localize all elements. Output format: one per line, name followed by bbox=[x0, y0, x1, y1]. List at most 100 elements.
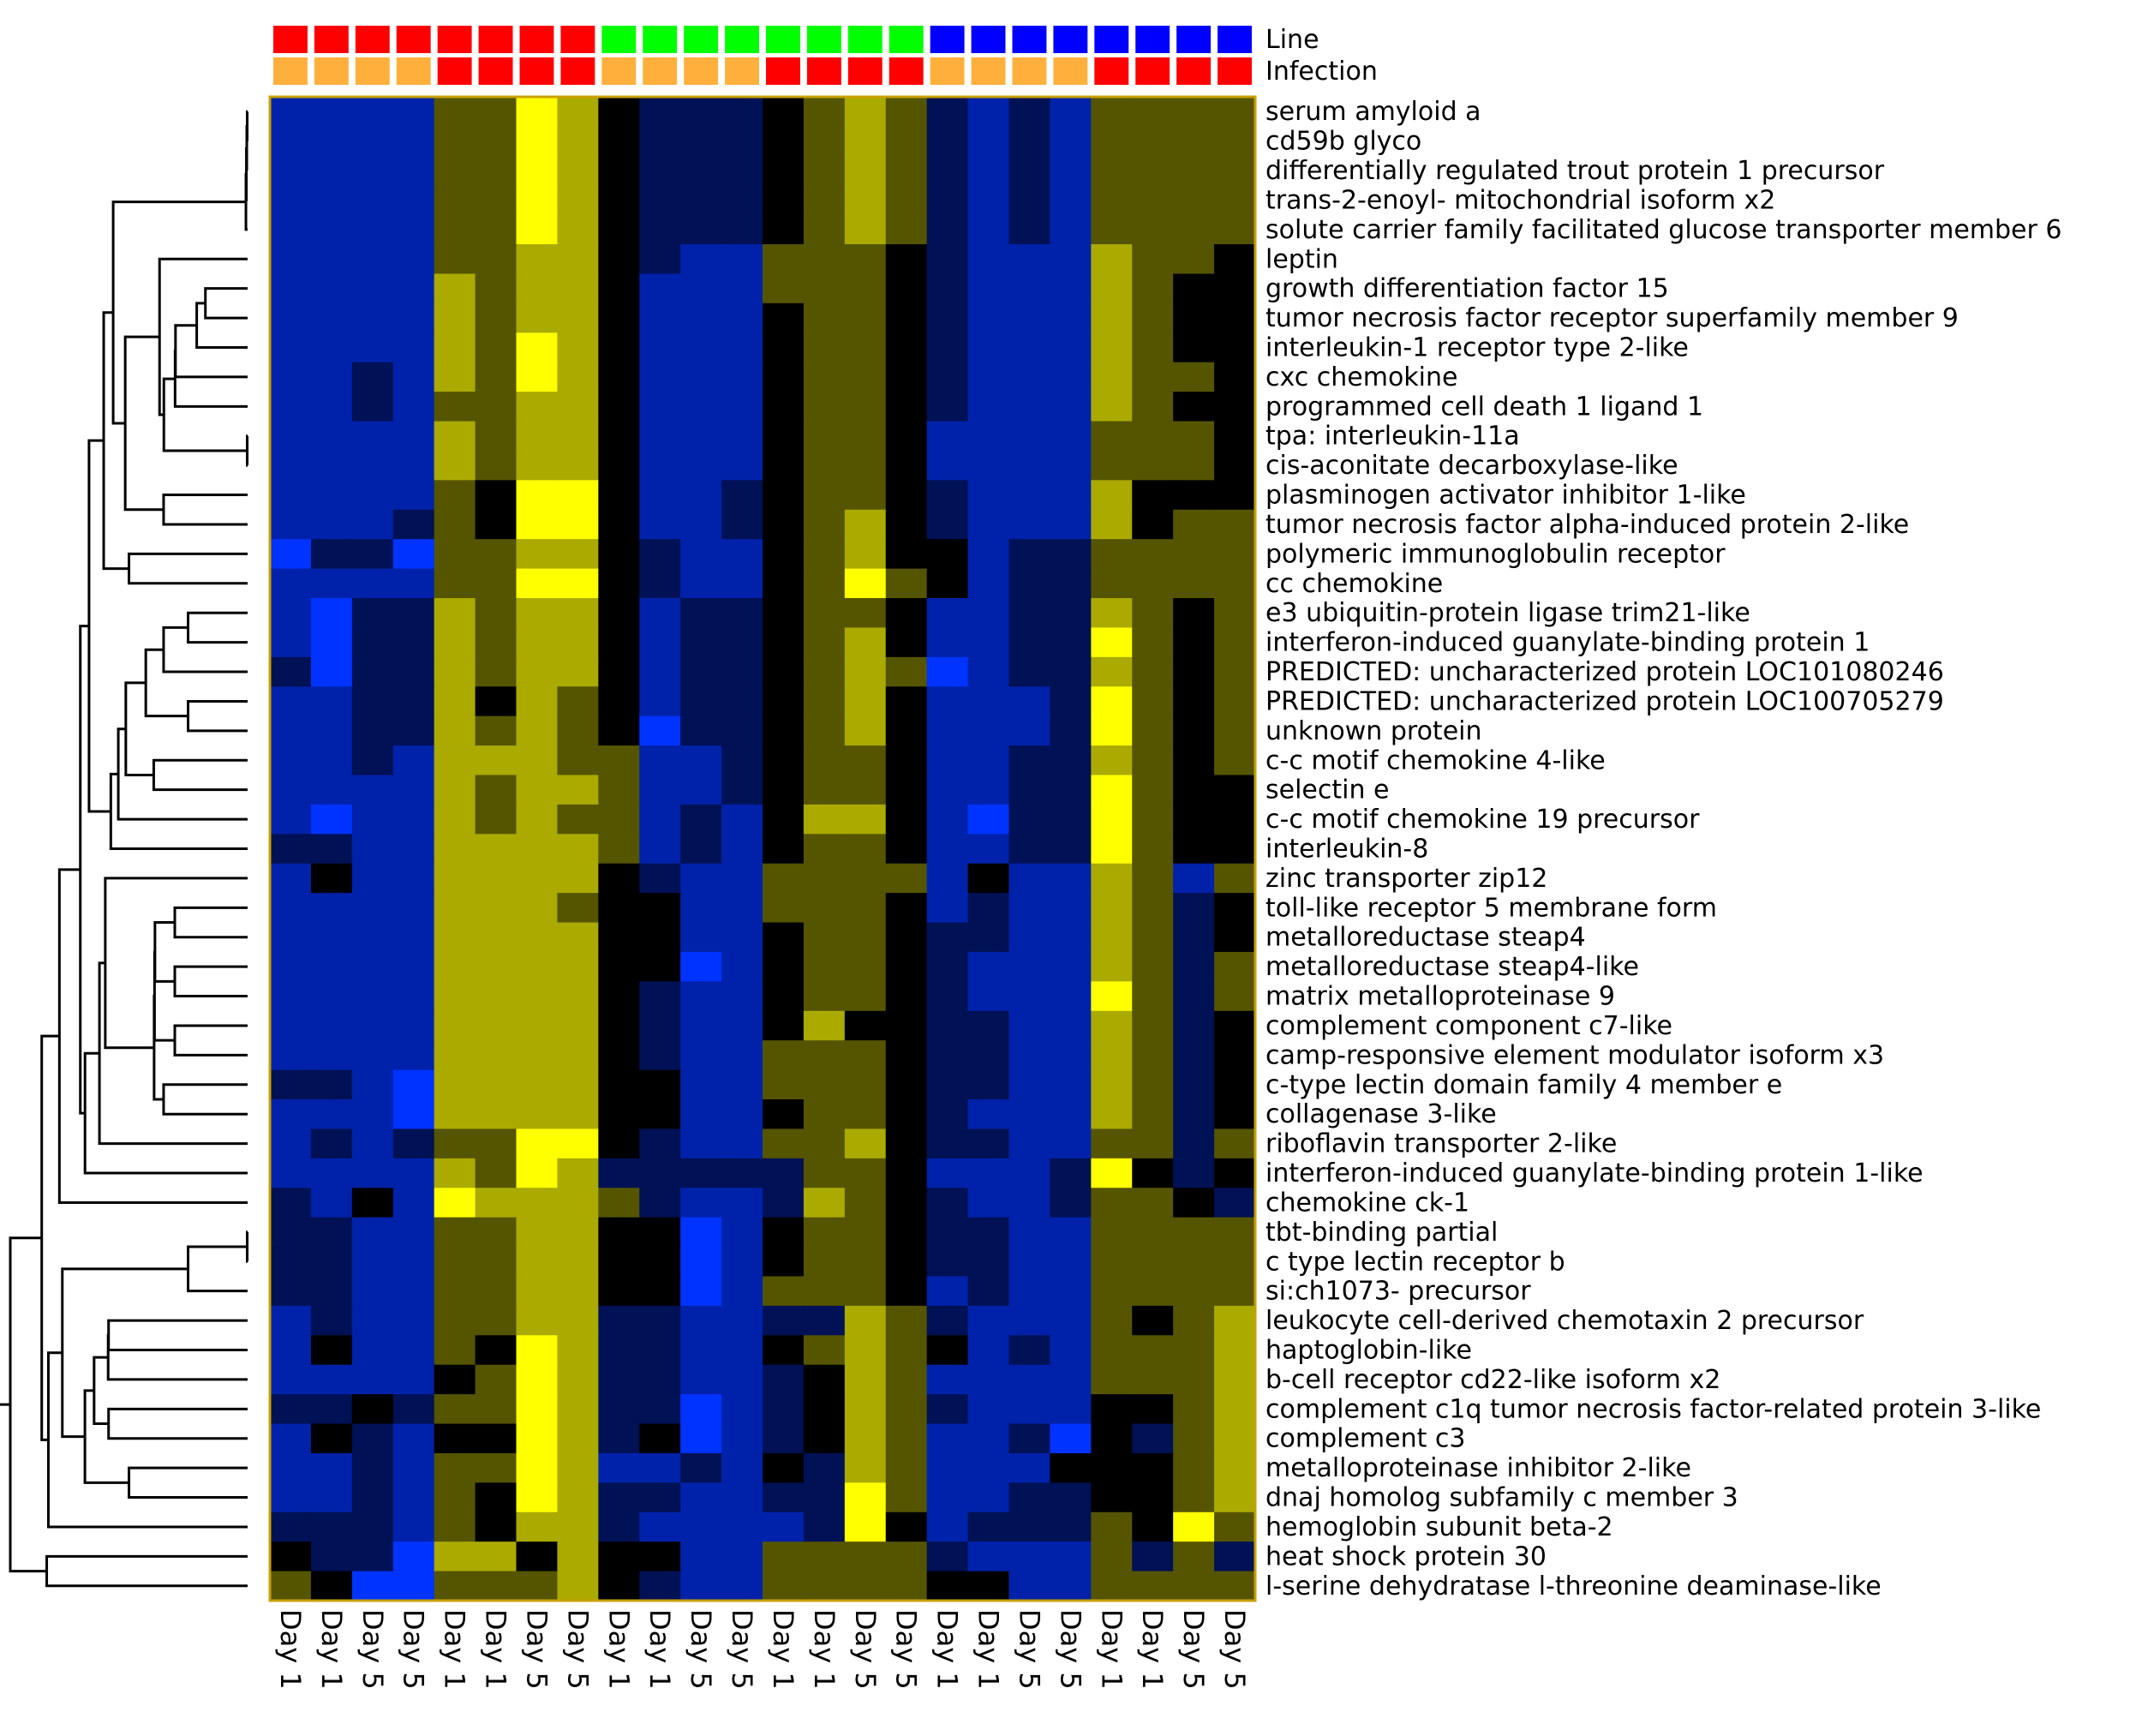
heatmap-cell bbox=[803, 97, 846, 128]
heatmap-cell bbox=[763, 627, 805, 658]
row-label: interleukin-1 receptor type 2-like bbox=[1265, 333, 1689, 363]
heatmap-cell bbox=[803, 1217, 846, 1248]
heatmap-cell bbox=[270, 539, 312, 570]
heatmap-cell bbox=[1050, 509, 1092, 540]
heatmap-cell bbox=[1008, 1452, 1051, 1483]
heatmap-cell bbox=[270, 715, 312, 746]
heatmap-cell bbox=[885, 1394, 928, 1425]
heatmap-cell bbox=[926, 686, 969, 717]
heatmap-cell bbox=[475, 1247, 518, 1278]
heatmap-cell bbox=[639, 302, 681, 333]
heatmap-cell bbox=[844, 863, 887, 894]
heatmap-cell bbox=[557, 155, 599, 186]
heatmap-cell bbox=[639, 1188, 681, 1218]
heatmap-cell bbox=[392, 126, 435, 157]
heatmap-cell bbox=[844, 450, 887, 481]
row-label: b-cell receptor cd22-like isoform x2 bbox=[1265, 1365, 1720, 1395]
heatmap-cell bbox=[926, 1364, 969, 1395]
heatmap-cell bbox=[1214, 1128, 1256, 1159]
heatmap-cell bbox=[844, 1276, 887, 1307]
heatmap-cell bbox=[434, 951, 476, 982]
heatmap-cell bbox=[475, 775, 518, 805]
heatmap-cell bbox=[763, 1276, 805, 1307]
heatmap-cell bbox=[598, 392, 640, 422]
track-swatch-infection bbox=[847, 57, 883, 85]
heatmap-cell bbox=[803, 775, 846, 805]
heatmap-cell bbox=[598, 273, 640, 304]
heatmap-cell bbox=[557, 981, 599, 1012]
heatmap-cell bbox=[270, 656, 312, 687]
heatmap-cell bbox=[475, 1305, 518, 1336]
heatmap-cell bbox=[967, 332, 1010, 363]
heatmap-cell bbox=[1132, 1364, 1174, 1395]
heatmap-cell bbox=[434, 1276, 476, 1307]
heatmap-cell bbox=[1132, 421, 1174, 452]
heatmap-cell bbox=[1132, 1188, 1174, 1218]
row-label: PREDICTED: uncharacterized protein LOC10… bbox=[1265, 657, 1944, 687]
heatmap-cell bbox=[926, 922, 969, 953]
heatmap-cell bbox=[721, 1217, 763, 1248]
heatmap-cell bbox=[844, 922, 887, 953]
heatmap-cell bbox=[763, 568, 805, 599]
heatmap-cell bbox=[270, 1541, 312, 1572]
heatmap-cell bbox=[1214, 1364, 1256, 1395]
row-label: serum amyloid a bbox=[1265, 97, 1481, 127]
heatmap-cell bbox=[885, 656, 928, 687]
dendrogram-branch bbox=[173, 906, 248, 939]
heatmap-cell bbox=[351, 421, 394, 452]
heatmap-cell bbox=[763, 598, 805, 629]
heatmap-cell bbox=[721, 1452, 763, 1483]
heatmap-cell bbox=[557, 539, 599, 570]
heatmap-cell bbox=[680, 302, 722, 333]
row-label: e3 ubiquitin-protein ligase trim21-like bbox=[1265, 598, 1750, 628]
heatmap-cell bbox=[639, 715, 681, 746]
heatmap-cell bbox=[885, 1452, 928, 1483]
heatmap-cell bbox=[1050, 1040, 1092, 1071]
heatmap-cell bbox=[392, 981, 435, 1012]
track-swatch-line bbox=[273, 26, 308, 53]
heatmap-cell bbox=[1008, 126, 1051, 157]
heatmap-cell bbox=[926, 1512, 969, 1542]
heatmap-cell bbox=[475, 155, 518, 186]
heatmap-cell bbox=[803, 1128, 846, 1159]
heatmap-cell bbox=[763, 126, 805, 157]
heatmap-cell bbox=[475, 1188, 518, 1218]
column-label: Day 1 bbox=[808, 1609, 841, 1690]
heatmap-cell bbox=[392, 1571, 435, 1601]
row-label: leptin bbox=[1265, 244, 1338, 274]
heatmap-cell bbox=[1214, 214, 1256, 245]
heatmap-cell bbox=[803, 1040, 846, 1071]
heatmap-cell bbox=[1132, 863, 1174, 894]
heatmap-cell bbox=[1173, 893, 1215, 924]
heatmap-cell bbox=[926, 1571, 969, 1601]
heatmap-cell bbox=[598, 715, 640, 746]
row-label: cd59b glyco bbox=[1265, 127, 1421, 157]
heatmap-cell bbox=[1050, 1335, 1092, 1366]
heatmap-cell bbox=[598, 775, 640, 805]
heatmap-cell bbox=[1173, 1128, 1215, 1159]
row-label: cis-aconitate decarboxylase-like bbox=[1265, 451, 1678, 481]
heatmap-cell bbox=[844, 1099, 887, 1130]
heatmap-cell bbox=[351, 97, 394, 128]
heatmap-cell bbox=[680, 981, 722, 1012]
heatmap-cell bbox=[639, 392, 681, 422]
heatmap-cell bbox=[351, 1158, 394, 1188]
heatmap-cell bbox=[351, 1541, 394, 1572]
heatmap-cell bbox=[639, 1541, 681, 1572]
heatmap-cell bbox=[351, 1040, 394, 1071]
heatmap-cell bbox=[516, 155, 559, 186]
heatmap-cell bbox=[1214, 951, 1256, 982]
heatmap-cell bbox=[926, 214, 969, 245]
heatmap-cell bbox=[434, 568, 476, 599]
heatmap-cell bbox=[721, 1571, 763, 1601]
heatmap-cell bbox=[680, 656, 722, 687]
heatmap-cell bbox=[1132, 1423, 1174, 1454]
row-label: differentially regulated trout protein 1… bbox=[1265, 156, 1885, 186]
heatmap-cell bbox=[967, 1335, 1010, 1366]
heatmap-cell bbox=[434, 1423, 476, 1454]
heatmap-cell bbox=[721, 509, 763, 540]
heatmap-cell bbox=[392, 1217, 435, 1248]
heatmap-cell bbox=[557, 1188, 599, 1218]
heatmap-cell bbox=[310, 1394, 353, 1425]
heatmap-cell bbox=[310, 450, 353, 481]
